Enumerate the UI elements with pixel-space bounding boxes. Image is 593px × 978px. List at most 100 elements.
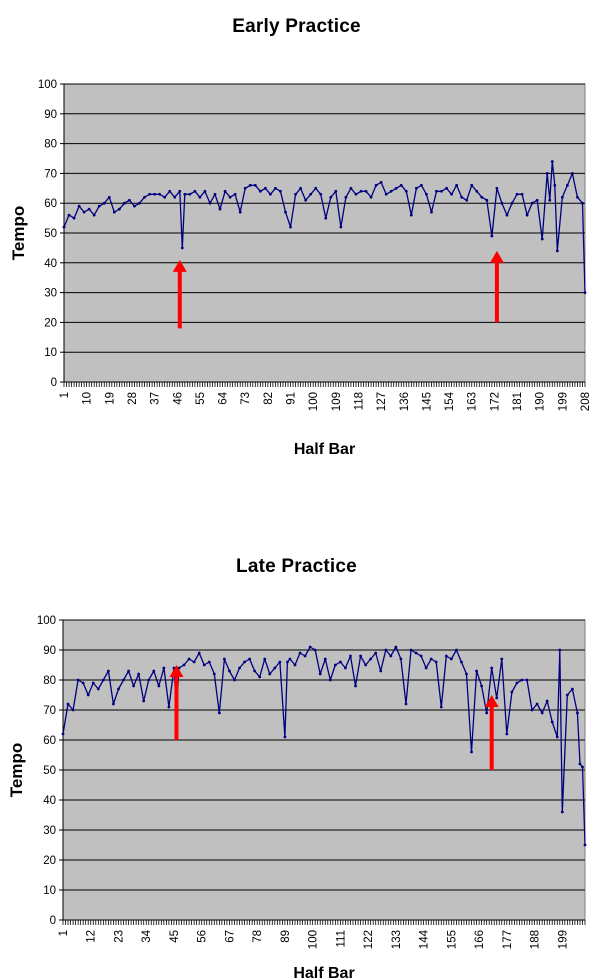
data-point — [500, 657, 504, 661]
data-point — [394, 186, 398, 190]
y-tick-label: 20 — [44, 317, 57, 329]
data-point — [485, 198, 489, 202]
data-point — [505, 213, 509, 217]
data-point — [72, 216, 76, 220]
data-point — [460, 660, 463, 664]
data-point — [490, 234, 494, 238]
data-point — [278, 660, 282, 664]
data-point — [279, 189, 282, 193]
x-tick-label: 172 — [489, 392, 501, 411]
data-point — [198, 195, 202, 199]
y-tick-label: 80 — [44, 139, 57, 151]
data-point — [107, 195, 111, 199]
data-point — [218, 207, 222, 211]
data-point — [202, 663, 206, 667]
y-tick-label: 60 — [43, 735, 56, 747]
early-practice-panel: Early Practice 0 10 20 30 40 50 60 70 80 90 100 1 10… — [0, 0, 593, 480]
x-tick-label: 199 — [557, 930, 569, 949]
data-point — [86, 693, 90, 697]
data-point — [540, 711, 544, 715]
data-point — [66, 702, 70, 706]
data-point — [193, 189, 197, 193]
data-point — [258, 189, 262, 193]
x-tick-label: 78 — [252, 930, 264, 943]
data-point — [334, 189, 338, 193]
data-point — [404, 702, 408, 706]
data-point — [92, 213, 96, 217]
data-point — [162, 666, 166, 670]
x-tick-label: 166 — [474, 930, 486, 949]
data-point — [439, 705, 443, 709]
data-point — [570, 687, 574, 691]
data-point — [62, 225, 66, 229]
data-point — [550, 160, 554, 163]
data-point — [299, 186, 302, 190]
data-point — [430, 210, 433, 214]
data-point — [308, 645, 312, 649]
data-point — [314, 186, 318, 190]
data-point — [81, 681, 85, 685]
data-point — [248, 183, 252, 187]
y-tick-label: 70 — [43, 705, 56, 717]
x-tick-label: 64 — [218, 391, 230, 404]
chart-title: Late Practice — [236, 556, 357, 577]
data-point — [268, 192, 272, 196]
data-point — [369, 657, 373, 661]
data-point — [207, 660, 211, 664]
data-point — [555, 735, 559, 739]
data-point — [545, 172, 549, 175]
data-point — [127, 669, 130, 673]
data-point — [475, 189, 479, 193]
data-point — [565, 183, 569, 187]
x-tick-label: 155 — [446, 930, 458, 949]
data-point — [253, 669, 257, 673]
data-point — [404, 189, 408, 193]
data-point — [243, 660, 246, 664]
data-point — [167, 705, 171, 709]
y-tick-label: 90 — [43, 645, 56, 657]
y-tick-label: 10 — [44, 347, 57, 359]
data-point — [123, 201, 126, 205]
data-point — [71, 708, 75, 712]
data-point — [304, 198, 308, 202]
data-point — [349, 186, 353, 190]
data-point — [263, 657, 267, 661]
data-point — [77, 204, 81, 208]
data-point — [163, 195, 167, 199]
data-point — [558, 648, 562, 652]
data-point — [500, 201, 504, 205]
x-tick-label: 100 — [308, 930, 320, 949]
data-point — [460, 195, 464, 199]
x-tick-label: 34 — [141, 929, 153, 942]
data-point — [143, 195, 146, 199]
data-point — [576, 195, 579, 199]
data-point — [293, 663, 297, 667]
data-point — [137, 672, 141, 676]
x-tick-label: 122 — [363, 930, 375, 949]
data-point — [545, 699, 549, 703]
data-point — [223, 189, 227, 193]
data-point — [138, 201, 141, 205]
data-point — [434, 660, 438, 664]
data-point — [515, 192, 519, 196]
data-point — [578, 762, 582, 766]
data-point — [323, 657, 327, 661]
data-point — [374, 183, 378, 187]
data-point — [122, 678, 125, 682]
data-point — [228, 195, 232, 199]
data-point — [409, 648, 413, 652]
data-point — [180, 246, 184, 250]
x-tick-label: 199 — [557, 392, 569, 411]
data-point — [369, 195, 373, 199]
x-tick-label: 136 — [399, 392, 411, 411]
data-point — [106, 669, 110, 673]
data-point — [389, 654, 393, 658]
data-point — [520, 678, 524, 682]
data-point — [128, 198, 131, 202]
x-tick-label: 23 — [113, 930, 125, 943]
y-tick-label: 0 — [51, 377, 57, 389]
data-point — [530, 708, 534, 712]
data-point — [399, 183, 403, 187]
x-tick-label: 28 — [127, 392, 139, 405]
x-tick-label: 208 — [580, 392, 592, 411]
